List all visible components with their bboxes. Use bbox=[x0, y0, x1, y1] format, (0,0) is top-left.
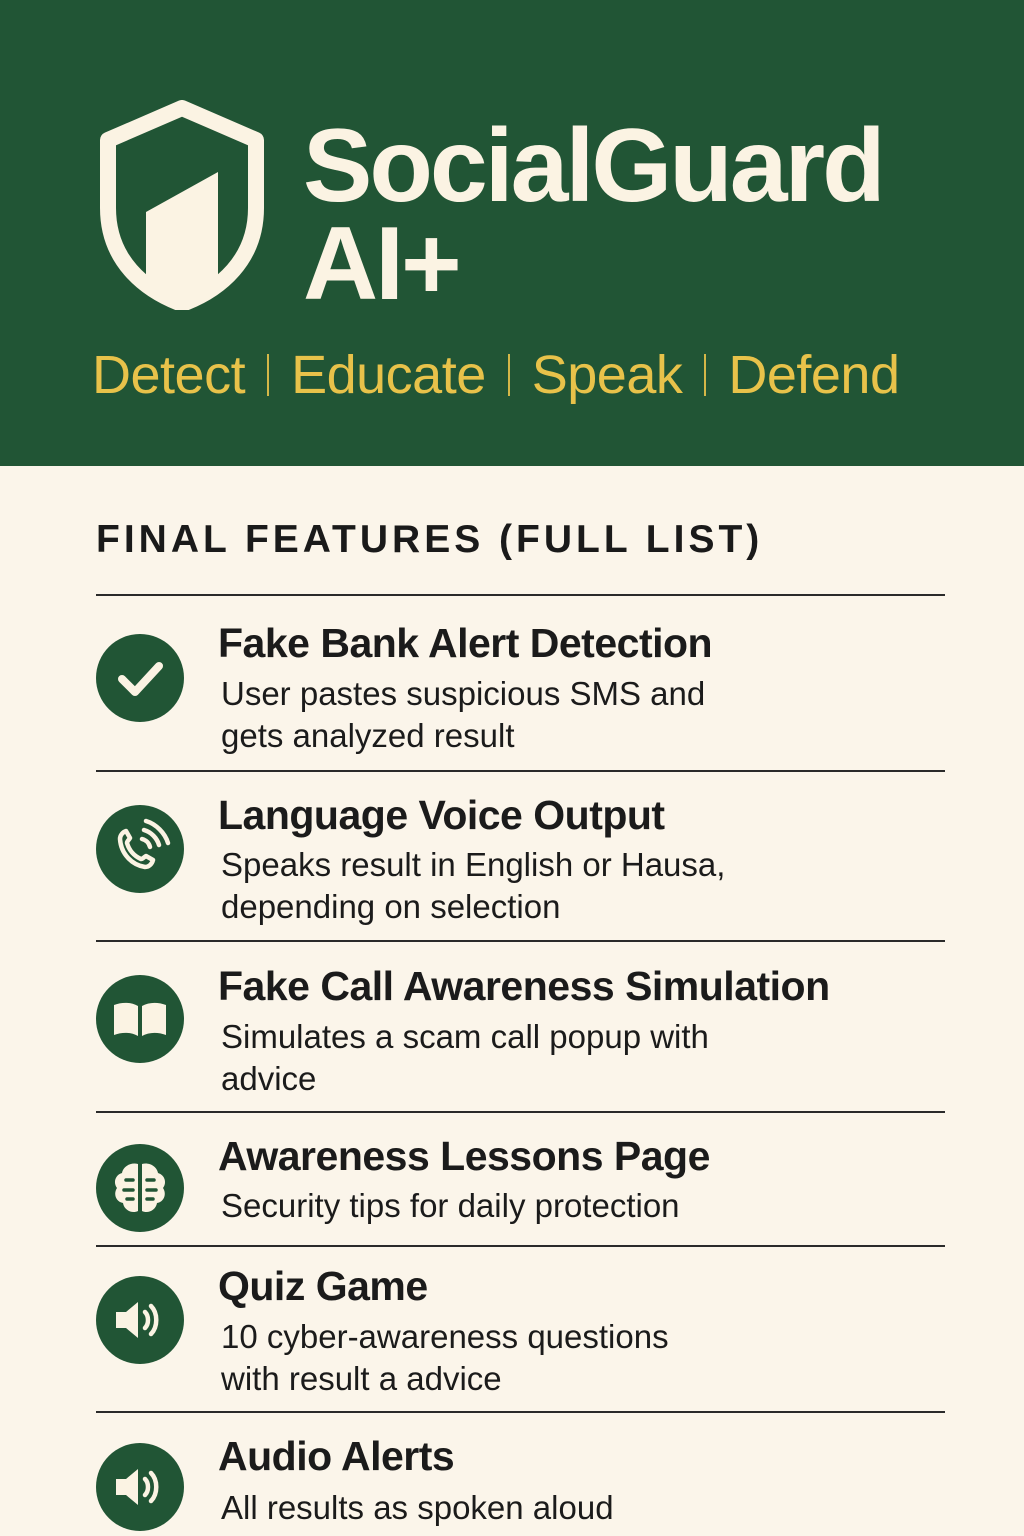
app-title-line-1: SocialGuard bbox=[303, 108, 886, 224]
book-icon bbox=[96, 975, 184, 1063]
shield-logo-icon bbox=[100, 100, 264, 310]
feature-description-line-1: Simulates a scam call popup with bbox=[221, 1018, 709, 1055]
feature-description-line-1: Security tips for daily protection bbox=[221, 1187, 680, 1224]
feature-description-line-1: Speaks result in English or Hausa, bbox=[221, 846, 726, 883]
speaker-icon bbox=[96, 1443, 184, 1531]
feature-title: Awareness Lessons Page bbox=[218, 1133, 710, 1179]
app-title-line-2: AI+ bbox=[303, 206, 462, 322]
tagline-defend: Defend bbox=[728, 345, 900, 405]
divider bbox=[96, 1245, 945, 1247]
feature-description-line-1: 10 cyber-awareness questions bbox=[221, 1318, 669, 1355]
feature-description-line-2: advice bbox=[221, 1060, 317, 1097]
feature-title: Fake Call Awareness Simulation bbox=[218, 963, 830, 1009]
tagline-speak: Speak bbox=[531, 345, 683, 405]
tagline-divider bbox=[507, 354, 510, 396]
feature-description-line-2: gets analyzed result bbox=[221, 717, 515, 754]
brain-icon bbox=[96, 1144, 184, 1232]
speaker-icon bbox=[96, 1276, 184, 1364]
feature-description-line-2: with result a advice bbox=[221, 1360, 502, 1397]
divider bbox=[96, 940, 945, 942]
tagline-divider bbox=[267, 354, 270, 396]
tagline: Detect Educate Speak Defend bbox=[92, 340, 952, 410]
feature-title: Audio Alerts bbox=[218, 1433, 455, 1479]
checkmark-icon bbox=[96, 634, 184, 722]
feature-title: Quiz Game bbox=[218, 1263, 428, 1309]
divider bbox=[96, 770, 945, 772]
tagline-educate: Educate bbox=[291, 345, 486, 405]
feature-title: Language Voice Output bbox=[218, 792, 665, 838]
divider bbox=[96, 594, 945, 596]
divider bbox=[96, 1111, 945, 1113]
feature-description-line-1: User pastes suspicious SMS and bbox=[221, 675, 706, 712]
tagline-divider bbox=[704, 354, 707, 396]
app-header: SocialGuard AI+ Detect Educate Speak Def… bbox=[0, 0, 1024, 466]
section-title: FINAL FEATURES (FULL LIST) bbox=[96, 518, 764, 561]
tagline-detect: Detect bbox=[92, 345, 246, 405]
feature-title: Fake Bank Alert Detection bbox=[218, 620, 713, 666]
feature-description-line-1: All results as spoken aloud bbox=[221, 1489, 614, 1526]
phone-voice-icon bbox=[96, 805, 184, 893]
divider bbox=[96, 1411, 945, 1413]
feature-description-line-2: depending on selection bbox=[221, 888, 561, 925]
